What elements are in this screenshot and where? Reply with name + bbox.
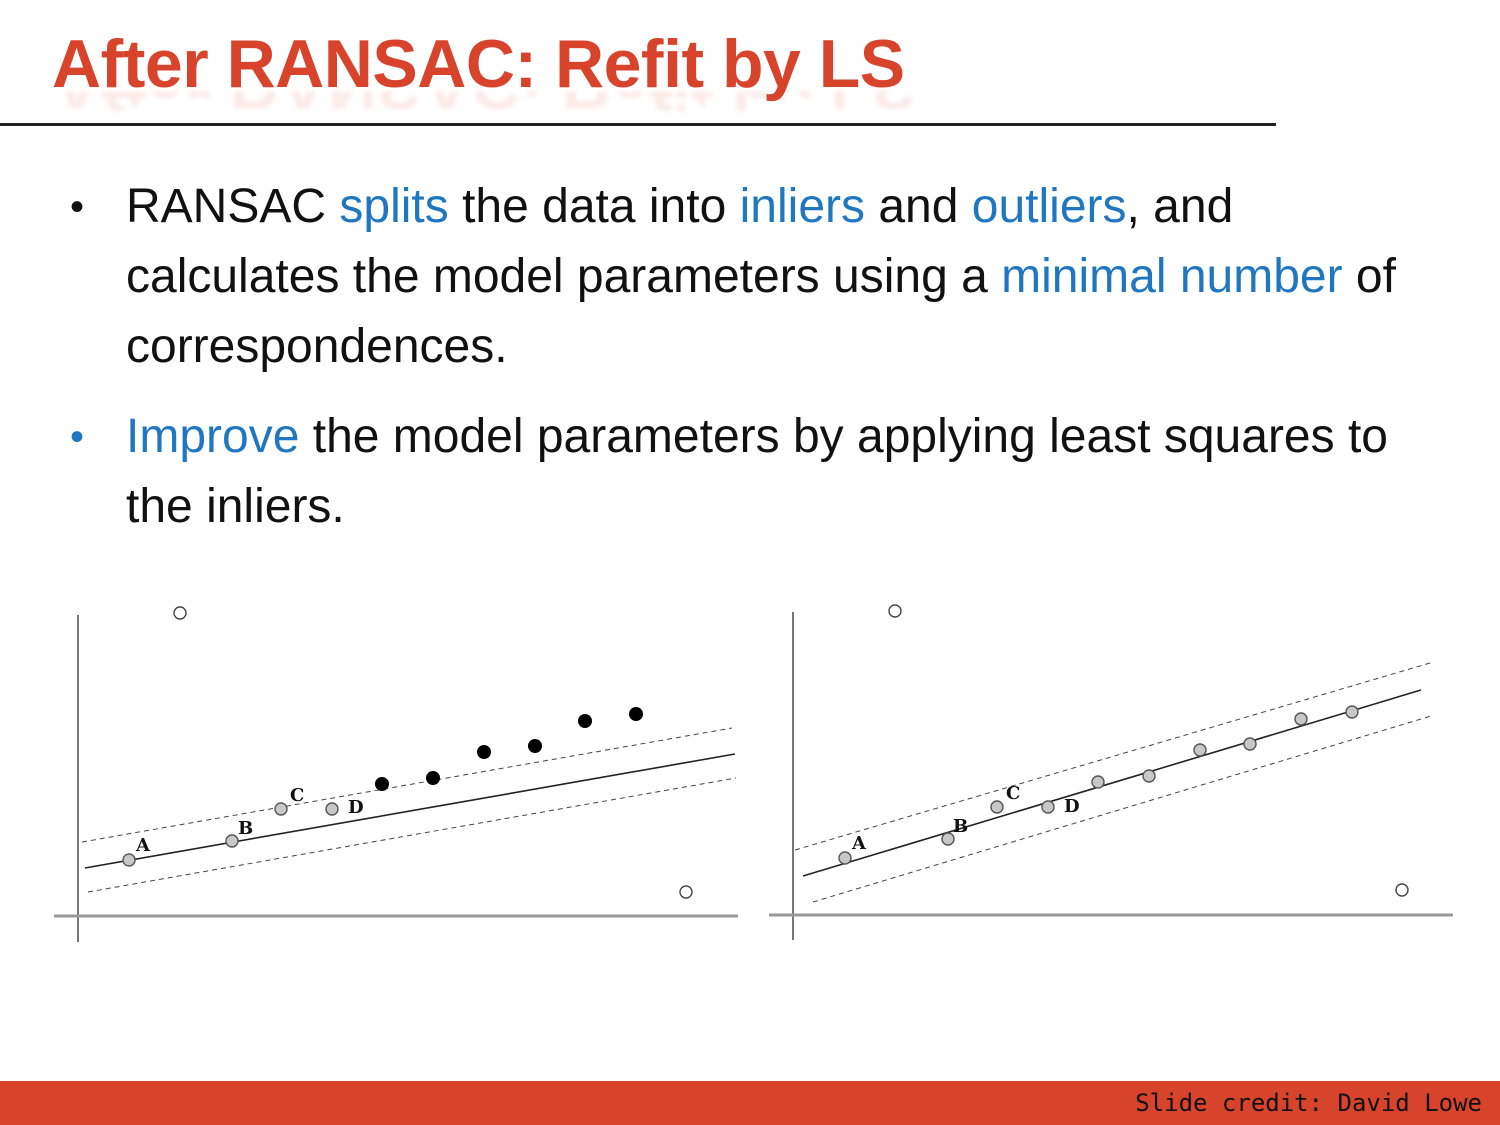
text-run: and bbox=[865, 180, 972, 233]
bullet-dot-icon: • bbox=[70, 185, 85, 229]
outlier-point bbox=[679, 885, 693, 899]
slide-credit: Slide credit: David Lowe bbox=[1135, 1089, 1482, 1117]
bullet-item-2: • Improve the model parameters by applyi… bbox=[70, 402, 1460, 542]
data-point bbox=[578, 714, 592, 728]
ransac-fit-figure: A B C D bbox=[54, 606, 738, 942]
bullet-text-1: RANSAC splits the data into inliers and … bbox=[126, 180, 1396, 373]
inlier-point bbox=[1294, 712, 1308, 726]
threshold-line-lower bbox=[87, 777, 737, 893]
highlight-run: outliers bbox=[971, 180, 1127, 233]
inlier-point bbox=[1041, 800, 1055, 814]
point-label-d: D bbox=[1064, 796, 1080, 817]
highlight-run: minimal number bbox=[1001, 250, 1343, 303]
inlier-point bbox=[1142, 769, 1156, 783]
inlier-point bbox=[941, 832, 955, 846]
text-run: , and calculates the model parameters us… bbox=[126, 180, 1234, 303]
least-squares-refit-figure: A B C D bbox=[769, 604, 1453, 940]
point-label-a: A bbox=[135, 835, 151, 856]
text-run: of correspondences. bbox=[126, 250, 1396, 373]
model-line bbox=[84, 753, 736, 869]
slide-title: After RANSAC: Refit by LS bbox=[52, 26, 905, 102]
data-point bbox=[375, 777, 389, 791]
threshold-line-upper bbox=[81, 727, 733, 843]
footer-bar: Slide credit: David Lowe bbox=[0, 1081, 1500, 1125]
outlier-point bbox=[888, 604, 902, 618]
sample-point bbox=[122, 853, 136, 867]
inlier-point bbox=[838, 851, 852, 865]
highlight-run: Improve bbox=[126, 410, 300, 463]
outlier-point bbox=[173, 606, 187, 620]
text-run: the data into bbox=[448, 180, 740, 233]
bullet-dot-icon: • bbox=[70, 415, 85, 459]
outlier-point bbox=[1395, 883, 1409, 897]
threshold-line-lower bbox=[812, 715, 1432, 903]
data-point bbox=[477, 745, 491, 759]
sample-point bbox=[225, 834, 239, 848]
point-label-c: C bbox=[290, 785, 304, 806]
inlier-point bbox=[1243, 737, 1257, 751]
point-label-d: D bbox=[348, 797, 364, 818]
point-label-c: C bbox=[1006, 783, 1020, 804]
model-line bbox=[802, 689, 1422, 877]
bullet-list: • RANSAC splits the data into inliers an… bbox=[70, 172, 1460, 562]
title-underline bbox=[0, 123, 1276, 126]
data-point bbox=[426, 771, 440, 785]
text-run: the model parameters by applying least s… bbox=[126, 410, 1388, 533]
threshold-line-upper bbox=[794, 662, 1431, 851]
sample-point bbox=[325, 802, 339, 816]
inlier-point bbox=[1091, 775, 1105, 789]
bullet-item-1: • RANSAC splits the data into inliers an… bbox=[70, 172, 1460, 382]
inlier-point bbox=[1193, 743, 1207, 757]
bullet-text-2: Improve the model parameters by applying… bbox=[126, 410, 1388, 533]
point-label-b: B bbox=[953, 816, 968, 837]
inlier-point bbox=[1345, 705, 1359, 719]
data-point bbox=[629, 707, 643, 721]
highlight-run: inliers bbox=[739, 180, 865, 233]
data-point bbox=[528, 739, 542, 753]
point-label-b: B bbox=[238, 818, 253, 839]
sample-point bbox=[274, 802, 288, 816]
text-run: RANSAC bbox=[126, 180, 340, 233]
inlier-point bbox=[990, 800, 1004, 814]
highlight-run: splits bbox=[339, 180, 449, 233]
title-reflection: After RANSAC: Refit by LS bbox=[52, 91, 917, 119]
point-label-a: A bbox=[851, 833, 867, 854]
